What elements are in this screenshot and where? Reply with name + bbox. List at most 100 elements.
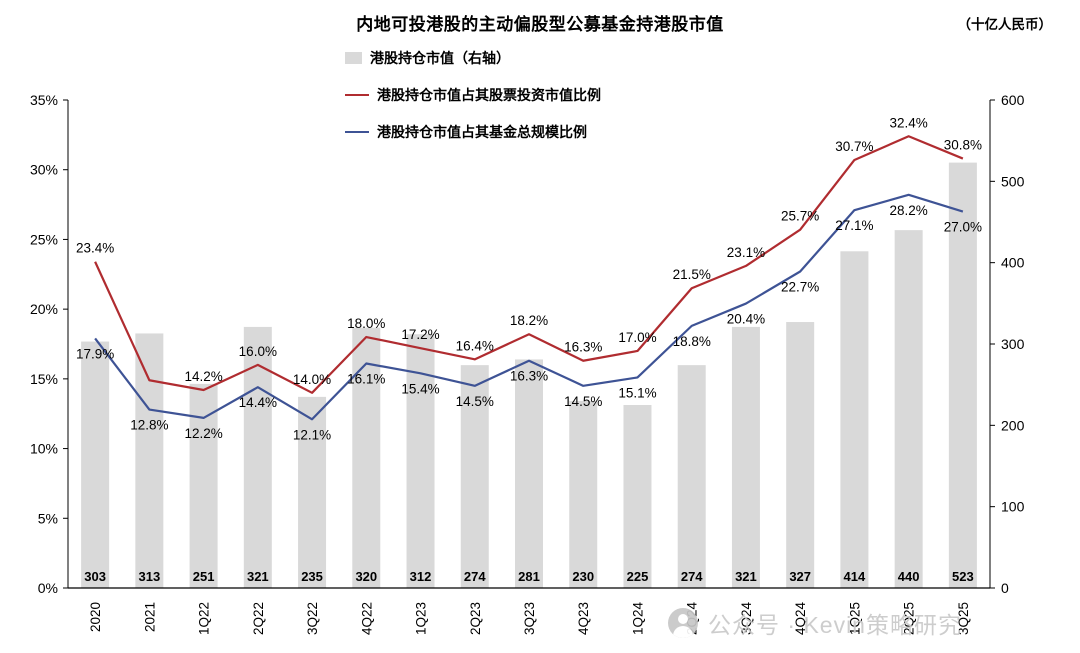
- left-axis-tick-label: 15%: [30, 371, 58, 387]
- bar: [298, 396, 327, 588]
- bar: [352, 327, 381, 588]
- bar-value-label: 274: [464, 569, 486, 584]
- line-point-label: 25.7%: [781, 209, 819, 224]
- bar-value-label: 303: [84, 569, 106, 584]
- line-point-label: 15.1%: [618, 385, 656, 400]
- x-axis-category-label: 3Q25: [956, 602, 971, 635]
- line-point-label: 32.4%: [890, 115, 928, 130]
- line-point-label: 30.8%: [944, 138, 982, 153]
- line-point-label: 18.0%: [347, 316, 385, 331]
- line-point-label: 14.0%: [293, 372, 331, 387]
- x-axis-category-label: 4Q23: [576, 602, 591, 635]
- left-axis-tick-label: 10%: [30, 441, 58, 457]
- line-point-label: 22.7%: [781, 279, 819, 294]
- right-axis-tick-label: 500: [1001, 173, 1025, 189]
- left-axis-tick-label: 0%: [38, 580, 58, 596]
- bar-series-swatch: [345, 52, 362, 64]
- left-axis-tick-label: 5%: [38, 510, 58, 526]
- aum-ratio-line: [94, 193, 964, 421]
- line-point-label: 14.4%: [239, 395, 277, 410]
- left-axis-tick-label: 35%: [30, 92, 58, 108]
- aum-ratio-line-swatch: [345, 131, 369, 133]
- x-axis-category-label: 4Q22: [359, 602, 374, 635]
- bar: [515, 359, 543, 588]
- bar-value-label: 281: [518, 569, 540, 584]
- x-axis-category-label: 2Q24: [685, 602, 700, 636]
- bar: [894, 230, 923, 588]
- bar-value-label: 312: [410, 569, 432, 584]
- bar: [569, 400, 598, 588]
- line-point-label: 23.4%: [76, 241, 114, 256]
- line-point-label: 16.4%: [456, 338, 494, 353]
- x-axis-category-label: 3Q23: [522, 602, 537, 635]
- line-point-label: 17.0%: [618, 330, 656, 345]
- legend-item-aum-ratio: 港股持仓市值占其基金总规模比例: [345, 120, 601, 144]
- bar: [623, 405, 652, 588]
- bar-value-label: 225: [627, 569, 649, 584]
- x-axis-category-label: 3Q22: [305, 602, 320, 635]
- legend-label-bar: 港股持仓市值（右轴）: [370, 50, 510, 66]
- left-axis-tick-label: 25%: [30, 231, 58, 247]
- bar-value-label: 274: [681, 569, 703, 584]
- bar-value-label: 320: [355, 569, 377, 584]
- bar-value-label: 321: [247, 569, 269, 584]
- line-point-label: 28.2%: [890, 203, 928, 218]
- right-axis-tick-label: 300: [1001, 336, 1025, 352]
- right-axis-unit-label: （十亿人民币）: [957, 17, 1053, 32]
- bar: [786, 322, 815, 588]
- legend-label-equity-ratio: 港股持仓市值占其股票投资市值比例: [377, 87, 601, 103]
- legend-item-equity-ratio: 港股持仓市值占其股票投资市值比例: [345, 83, 601, 107]
- line-point-label: 16.0%: [239, 344, 277, 359]
- line-point-label: 27.0%: [944, 220, 982, 235]
- x-axis-category-label: 2Q25: [902, 602, 917, 635]
- line-point-label: 12.1%: [293, 427, 331, 442]
- bar-value-label: 235: [301, 569, 323, 584]
- line-point-label: 12.2%: [184, 426, 222, 441]
- right-axis-tick-label: 600: [1001, 92, 1025, 108]
- bar-value-label: 414: [844, 569, 866, 584]
- line-point-label: 17.2%: [401, 327, 439, 342]
- line-point-label: 15.4%: [401, 381, 439, 396]
- x-axis-category-label: 2Q22: [251, 602, 266, 635]
- bar-value-label: 230: [572, 569, 594, 584]
- line-point-label: 23.1%: [727, 245, 765, 260]
- legend-label-aum-ratio: 港股持仓市值占其基金总规模比例: [377, 124, 587, 140]
- x-axis-category-label: 2021: [142, 602, 157, 632]
- bar: [948, 162, 977, 589]
- legend-item-bar: 港股持仓市值（右轴）: [345, 46, 601, 70]
- bar: [677, 365, 706, 588]
- legend: 港股持仓市值（右轴） 港股持仓市值占其股票投资市值比例 港股持仓市值占其基金总规…: [345, 46, 601, 157]
- line-point-label: 14.5%: [456, 394, 494, 409]
- x-axis-category-label: 3Q24: [739, 602, 754, 636]
- line-point-label: 16.3%: [510, 369, 548, 384]
- x-axis-category-label: 1Q25: [847, 602, 862, 635]
- line-point-label: 21.5%: [673, 267, 711, 282]
- bar: [135, 333, 164, 588]
- bar-value-label: 440: [898, 569, 920, 584]
- line-point-label: 18.8%: [673, 334, 711, 349]
- bar-value-label: 327: [789, 569, 811, 584]
- x-axis-category-label: 1Q23: [414, 602, 429, 635]
- line-point-label: 14.2%: [184, 369, 222, 384]
- right-axis-tick-label: 200: [1001, 417, 1025, 433]
- line-point-label: 20.4%: [727, 312, 765, 327]
- bar: [840, 251, 869, 588]
- right-axis-tick-label: 100: [1001, 499, 1025, 515]
- left-axis-tick-label: 30%: [30, 162, 58, 178]
- line-point-label: 16.3%: [564, 340, 602, 355]
- line-point-label: 14.5%: [564, 394, 602, 409]
- bar-value-label: 523: [952, 569, 974, 584]
- x-axis-category-label: 4Q24: [793, 602, 808, 636]
- bar: [460, 365, 489, 588]
- line-point-label: 17.9%: [76, 346, 114, 361]
- line-point-label: 18.2%: [510, 313, 548, 328]
- x-axis-category-label: 2020: [88, 602, 103, 632]
- equity-ratio-line: [94, 135, 964, 394]
- x-axis-category-label: 2Q23: [468, 602, 483, 635]
- right-axis-tick-label: 0: [1001, 580, 1009, 596]
- chart-title: 内地可投港股的主动偏股型公募基金持港股市值: [356, 15, 724, 34]
- bar: [189, 383, 218, 588]
- line-point-label: 30.7%: [835, 139, 873, 154]
